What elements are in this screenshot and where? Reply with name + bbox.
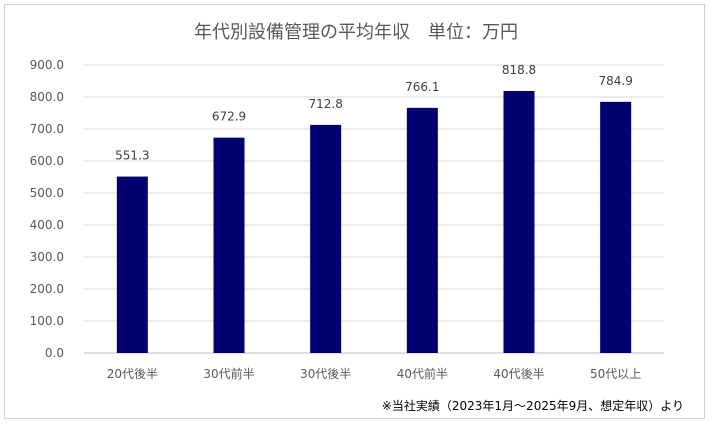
bar xyxy=(116,176,148,353)
y-tick-label: 400.0 xyxy=(30,218,64,232)
x-tick-label: 20代後半 xyxy=(107,367,158,381)
data-label: 784.9 xyxy=(598,74,632,88)
x-tick-label: 30代後半 xyxy=(300,367,351,381)
y-tick-label: 100.0 xyxy=(30,314,64,328)
y-tick-label: 700.0 xyxy=(30,122,64,136)
y-tick-label: 600.0 xyxy=(30,154,64,168)
bar xyxy=(600,101,632,353)
gridlines xyxy=(84,64,664,354)
bars xyxy=(116,90,632,354)
x-tick-label: 40代前半 xyxy=(397,366,448,381)
x-tick-label: 40代後半 xyxy=(493,367,544,381)
y-tick-label: 0.0 xyxy=(45,346,64,360)
x-tick-label: 50代以上 xyxy=(590,367,641,381)
y-tick-label: 500.0 xyxy=(30,186,64,200)
data-label: 551.3 xyxy=(115,149,149,163)
data-label: 818.8 xyxy=(502,63,536,77)
footnote: ※当社実績（2023年1月～2025年9月、想定年収）より xyxy=(382,398,684,413)
y-tick-label: 800.0 xyxy=(30,90,64,104)
bar xyxy=(503,90,535,353)
bar xyxy=(406,107,438,354)
y-tick-label: 300.0 xyxy=(30,250,64,264)
x-tick-label: 30代前半 xyxy=(203,366,254,381)
data-label: 672.9 xyxy=(212,110,246,124)
bar xyxy=(310,124,342,354)
y-tick-label: 900.0 xyxy=(30,58,64,72)
x-axis-ticks: 20代後半 30代前半 30代後半 40代前半 40代後半 50代以上 xyxy=(107,366,642,381)
data-label: 766.1 xyxy=(405,80,439,94)
bar xyxy=(213,137,245,353)
data-label: 712.8 xyxy=(308,97,342,111)
y-axis-ticks: 0.0 100.0 200.0 300.0 400.0 500.0 600.0 700.0 80… xyxy=(30,58,64,360)
y-tick-label: 200.0 xyxy=(30,282,64,296)
data-labels: 551.3 672.9 712.8 766.1 818.8 784.9 xyxy=(115,63,633,163)
chart-title: 年代別設備管理の平均年収 単位：万円 xyxy=(194,22,518,43)
